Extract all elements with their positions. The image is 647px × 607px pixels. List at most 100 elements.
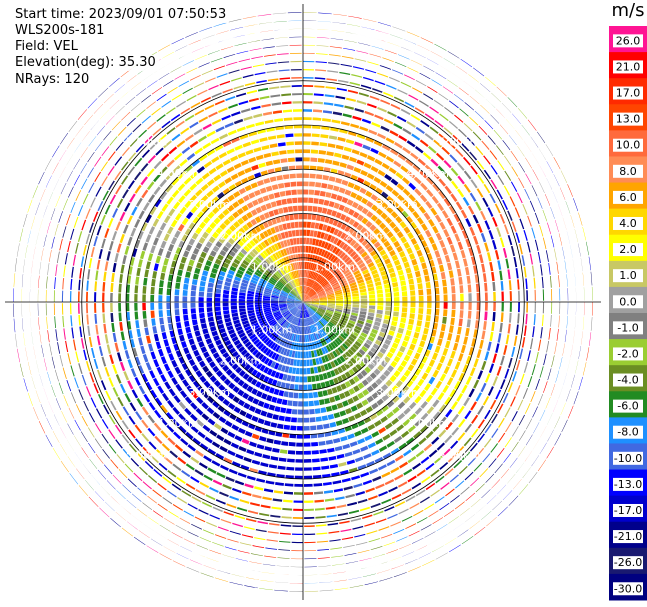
ppi-gate bbox=[364, 434, 373, 442]
ppi-gate bbox=[212, 352, 220, 359]
ppi-gate bbox=[351, 290, 359, 294]
ppi-gate bbox=[259, 436, 267, 442]
ppi-gate bbox=[166, 412, 174, 421]
ppi-gate bbox=[550, 235, 555, 248]
ppi-gate bbox=[293, 492, 303, 495]
ppi-gate bbox=[305, 318, 309, 326]
ppi-gate bbox=[311, 254, 316, 262]
ppi-gate bbox=[298, 213, 303, 220]
ppi-gate bbox=[77, 291, 80, 302]
ppi-gate bbox=[462, 364, 469, 374]
ppi-gate bbox=[367, 246, 375, 253]
ppi-gate bbox=[468, 388, 475, 398]
ppi-gate bbox=[339, 318, 348, 324]
ppi-gate bbox=[398, 250, 406, 258]
ppi-gate bbox=[289, 292, 297, 298]
ppi-gate bbox=[257, 254, 265, 262]
ppi-gate bbox=[167, 243, 175, 252]
ppi-gate bbox=[403, 261, 410, 269]
ppi-gate bbox=[385, 302, 392, 307]
ppi-gate bbox=[500, 281, 504, 291]
ppi-gate bbox=[158, 310, 164, 318]
ppi-gate bbox=[74, 419, 81, 431]
ppi-gate bbox=[314, 222, 320, 230]
ppi-gate bbox=[458, 465, 468, 475]
ppi-gate bbox=[198, 221, 207, 230]
ppi-gate bbox=[191, 279, 198, 286]
ppi-gate bbox=[408, 94, 419, 101]
ppi-gate bbox=[333, 412, 341, 419]
ppi-gate bbox=[359, 409, 368, 417]
ppi-gate bbox=[347, 348, 355, 356]
ppi-gate bbox=[232, 396, 240, 404]
ppi-gate bbox=[460, 486, 470, 495]
ppi-gate bbox=[135, 276, 140, 285]
ppi-gate bbox=[104, 204, 111, 215]
ppi-gate bbox=[305, 351, 309, 359]
ppi-gate bbox=[357, 438, 366, 445]
ppi-gate bbox=[214, 99, 225, 106]
ppi-gate bbox=[78, 485, 89, 496]
ppi-gate bbox=[279, 305, 288, 309]
ppi-gate bbox=[303, 296, 310, 302]
ppi-gate bbox=[457, 405, 465, 415]
ppi-gate bbox=[295, 254, 299, 262]
ppi-gate bbox=[360, 291, 367, 296]
ppi-gate bbox=[243, 526, 255, 530]
ppi-gate bbox=[146, 181, 155, 191]
ppi-gate bbox=[410, 59, 423, 66]
ppi-gate bbox=[162, 496, 173, 505]
ppi-gate bbox=[281, 308, 289, 313]
ppi-gate bbox=[341, 417, 350, 425]
ppi-gate bbox=[339, 162, 347, 168]
ppi-gate bbox=[88, 412, 96, 423]
ppi-gate bbox=[451, 286, 456, 294]
ppi-gate bbox=[501, 302, 504, 312]
ppi-gate bbox=[497, 484, 507, 495]
ppi-gate bbox=[235, 342, 243, 350]
ppi-gate bbox=[369, 53, 382, 58]
ppi-gate bbox=[327, 522, 339, 526]
ppi-gate bbox=[296, 302, 303, 308]
ppi-gate bbox=[262, 324, 270, 331]
ppi-gate bbox=[358, 348, 366, 356]
ppi-gate bbox=[391, 69, 404, 75]
ppi-gate bbox=[137, 508, 148, 517]
ppi-gate bbox=[215, 241, 223, 248]
ppi-gate bbox=[335, 177, 343, 184]
ppi-gate bbox=[403, 369, 411, 378]
ppi-gate bbox=[166, 295, 171, 302]
ppi-gate bbox=[203, 351, 210, 359]
ppi-gate bbox=[294, 483, 303, 487]
ppi-gate bbox=[369, 250, 377, 257]
ppi-gate bbox=[317, 29, 331, 31]
ppi-gate bbox=[262, 454, 271, 460]
ppi-gate bbox=[303, 157, 310, 162]
ppi-gate bbox=[121, 175, 129, 185]
ppi-gate bbox=[303, 302, 310, 308]
ppi-gate bbox=[393, 355, 401, 363]
ppi-gate bbox=[357, 278, 365, 284]
ppi-gate bbox=[14, 258, 18, 272]
ppi-gate bbox=[423, 327, 429, 335]
ppi-gate bbox=[386, 365, 395, 373]
ppi-gate bbox=[75, 242, 79, 254]
ppi-gate bbox=[284, 416, 291, 422]
ppi-gate bbox=[396, 536, 408, 542]
ppi-gate bbox=[450, 369, 458, 378]
ppi-gate bbox=[221, 232, 229, 240]
ppi-gate bbox=[363, 18, 377, 23]
ppi-gate bbox=[484, 242, 490, 252]
ppi-gate bbox=[294, 141, 303, 145]
ppi-gate bbox=[370, 165, 379, 173]
ppi-gate bbox=[254, 327, 262, 333]
ppi-gate bbox=[270, 422, 278, 428]
ring-label: 2.00km bbox=[220, 355, 262, 368]
ppi-gate bbox=[385, 137, 395, 144]
ppi-gate bbox=[342, 353, 349, 361]
ppi-gate bbox=[33, 346, 36, 359]
ppi-gate bbox=[394, 61, 407, 68]
ppi-gate bbox=[513, 335, 518, 346]
ppi-gate bbox=[316, 331, 322, 339]
ppi-gate bbox=[397, 390, 405, 399]
